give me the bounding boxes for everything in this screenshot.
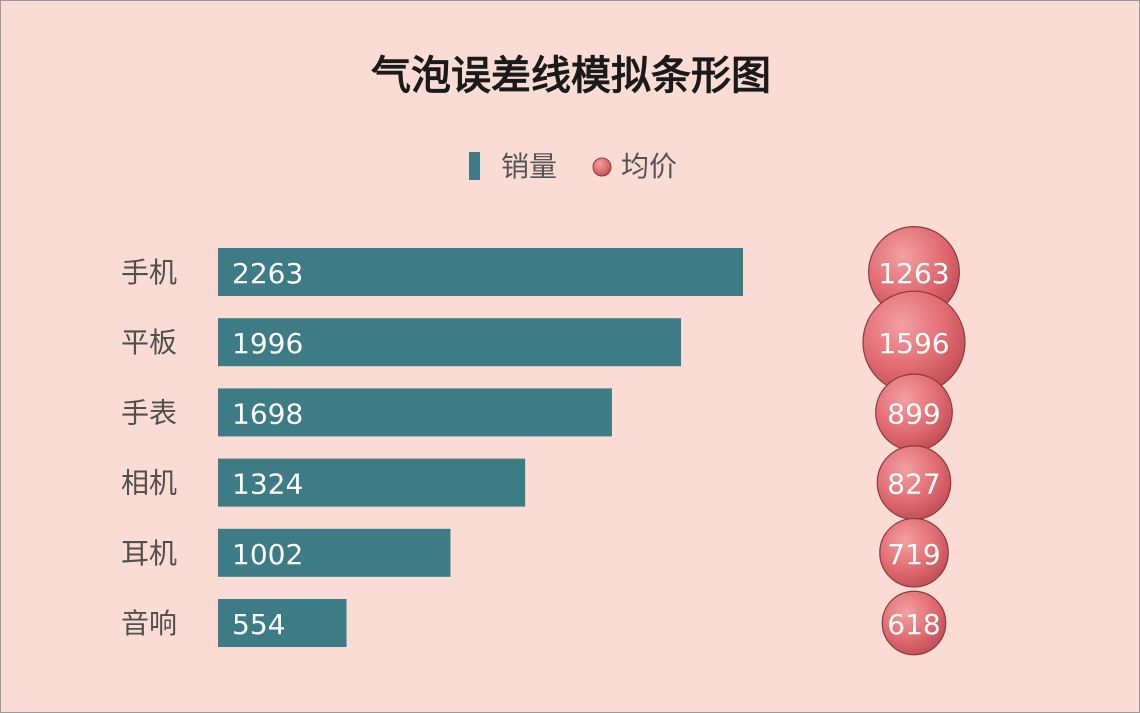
plot-area: 手机 2263 1263 平板 1996 1596 手表 1698 899 相机 1324 827 耳机…: [121, 226, 966, 656]
category-label: 相机: [121, 467, 177, 500]
sales-bar: [218, 248, 743, 296]
sales-value-label: 554: [232, 608, 285, 641]
sales-bar: [218, 528, 451, 577]
sales-bar: [218, 599, 347, 647]
legend: 销量 均价: [469, 150, 677, 183]
price-value-label: 1596: [878, 327, 949, 360]
sales-value-label: 1996: [232, 327, 303, 360]
legend-label-price: 均价: [621, 150, 677, 183]
sales-value-label: 1698: [232, 397, 303, 430]
legend-bar-swatch: [469, 152, 480, 180]
category-label: 耳机: [121, 537, 177, 570]
price-value-label: 827: [887, 468, 940, 501]
price-value-label: 899: [887, 397, 940, 430]
sales-value-label: 1324: [232, 468, 303, 501]
price-value-label: 1263: [878, 257, 949, 290]
sales-value-label: 1002: [232, 538, 303, 571]
category-label: 手表: [121, 396, 177, 429]
price-value-label: 618: [887, 608, 940, 641]
price-value-label: 719: [887, 538, 940, 571]
price-bubble: [881, 590, 947, 656]
legend-bubble-swatch: [592, 157, 612, 177]
legend-label-sales: 销量: [501, 150, 557, 183]
sales-value-label: 2263: [232, 257, 303, 290]
sales-bar: [218, 318, 682, 367]
category-label: 音响: [121, 607, 177, 640]
price-bubble: [879, 517, 949, 588]
category-label: 手机: [121, 256, 177, 289]
sales-bar: [218, 458, 526, 507]
sales-bar: [218, 388, 612, 437]
chart-title: 气泡误差线模拟条形图: [371, 53, 771, 99]
category-label: 平板: [121, 326, 177, 359]
